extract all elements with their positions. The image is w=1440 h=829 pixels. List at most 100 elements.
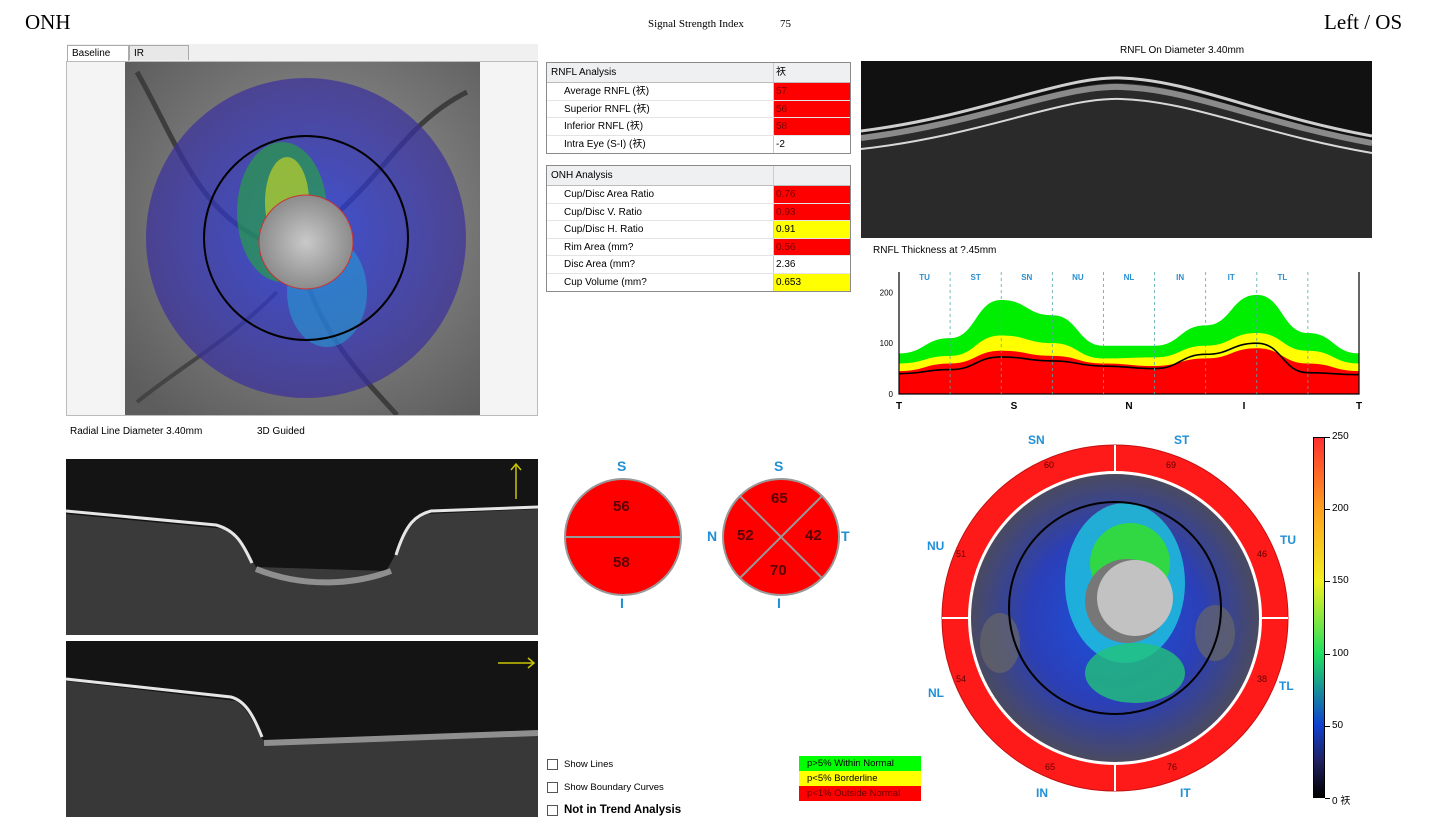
row-value: 0.56 (774, 238, 850, 255)
eye-label: Left / OS (1324, 10, 1403, 34)
table-row: Cup/Disc V. Ratio 0.93 (547, 203, 850, 221)
colorbar-tick-label: 50 (1332, 719, 1344, 731)
not-in-trend-option[interactable]: Not in Trend Analysis (547, 804, 681, 816)
sector-label: ST (971, 273, 981, 282)
clock-value-it: 76 (1167, 762, 1178, 772)
rnfl-oct-scan[interactable] (861, 61, 1372, 238)
row-value: 0.653 (774, 273, 850, 291)
tab-ir[interactable]: IR (129, 45, 189, 60)
sector-label: TL (1277, 273, 1287, 282)
x-tick-label: N (1125, 401, 1132, 412)
colorbar-tick-label: 0 祆 (1332, 796, 1351, 807)
row-value: 0.91 (774, 221, 850, 238)
clock-label-tl: TL (1279, 679, 1294, 693)
legend-outside-normal: p<1% Outside Normal (799, 786, 921, 801)
clock-label-tu: TU (1280, 533, 1296, 547)
row-value: 57 (774, 83, 850, 100)
row-value: 56 (774, 100, 850, 117)
signal-strength-label: Signal Strength Index (648, 18, 744, 30)
onh-analysis-table: ONH Analysis Cup/Disc Area Ratio 0.76 Cu… (546, 165, 851, 292)
quadrant-chart (722, 478, 840, 596)
clock-value-tu: 46 (1257, 549, 1268, 559)
row-value: 2.36 (776, 259, 796, 270)
oct-horizontal-scan[interactable] (66, 641, 538, 817)
table-row: Cup/Disc H. Ratio 0.91 (547, 221, 850, 239)
row-label: Cup/Disc V. Ratio (547, 203, 774, 220)
colorbar-tick (1325, 437, 1330, 438)
legend-within-normal: p>5% Within Normal (799, 756, 921, 771)
q2-inferior-value: 58 (613, 554, 630, 571)
q4-superior-value: 65 (771, 490, 788, 507)
clock-label-in: IN (1036, 786, 1048, 800)
table-row: Disc Area (mm? 2.36 (547, 256, 850, 274)
clock-value-tl: 38 (1257, 674, 1268, 684)
table-row: Superior RNFL (祆) 56 (547, 100, 850, 118)
y-tick-label: 200 (880, 288, 894, 297)
rnfl-table-header: RNFL Analysis (547, 63, 774, 82)
q4-temporal-value: 42 (805, 527, 822, 544)
clock-label-nl: NL (928, 686, 944, 700)
show-boundary-curves-option[interactable]: Show Boundary Curves (547, 782, 664, 793)
q4-right-label: T (841, 528, 850, 544)
row-label: Cup/Disc H. Ratio (547, 221, 774, 238)
legend-borderline: p<5% Borderline (799, 771, 921, 786)
rnfl-scan-title: RNFL On Diameter 3.40mm (1120, 45, 1245, 56)
q4-bottom-label: I (777, 595, 781, 611)
color-scale-bar (1313, 437, 1325, 798)
colorbar-tick-label: 150 (1332, 575, 1349, 587)
table-row: Intra Eye (S-I) (祆) -2 (547, 135, 850, 153)
onh-table-unit (774, 166, 850, 185)
signal-strength-value: 75 (780, 18, 791, 30)
thickness-clock-map[interactable] (940, 443, 1290, 793)
row-label: Superior RNFL (祆) (547, 100, 774, 117)
superior-inferior-chart (564, 478, 682, 596)
sector-label: IN (1176, 273, 1184, 282)
tab-baseline[interactable]: Baseline (67, 45, 129, 62)
table-row: Cup Volume (mm? 0.653 (547, 273, 850, 291)
fundus-image[interactable] (67, 62, 537, 415)
q4-top-label: S (774, 458, 784, 474)
normative-legend: p>5% Within Normal p<5% Borderline p<1% … (799, 756, 921, 801)
row-value: 0.93 (774, 203, 850, 220)
thickness-chart-title: RNFL Thickness at ?.45mm (873, 245, 997, 256)
chart-axes (898, 272, 1360, 395)
row-label: Cup Volume (mm? (547, 273, 774, 291)
show-boundary-curves-label: Show Boundary Curves (564, 782, 664, 793)
row-label: Disc Area (mm? (547, 256, 774, 273)
q2-bottom-label: I (620, 595, 624, 611)
clock-label-sn: SN (1028, 433, 1045, 447)
x-tick-label: I (1243, 401, 1246, 412)
rnfl-analysis-table: RNFL Analysis 祆 Average RNFL (祆) 57 Supe… (546, 62, 851, 154)
not-in-trend-checkbox[interactable] (547, 804, 558, 816)
row-label: Inferior RNFL (祆) (547, 118, 774, 135)
colorbar-tick (1325, 798, 1330, 799)
table-row: Rim Area (mm? 0.56 (547, 238, 850, 256)
not-in-trend-label: Not in Trend Analysis (564, 804, 682, 816)
sector-label: SN (1021, 273, 1032, 282)
rnfl-table-unit: 祆 (776, 67, 786, 78)
q4-inferior-value: 70 (770, 562, 787, 579)
clock-value-sn: 60 (1044, 460, 1055, 470)
x-tick-label: S (1011, 401, 1018, 412)
sector-label: TU (919, 273, 930, 282)
show-lines-option[interactable]: Show Lines (547, 759, 613, 770)
radial-line-label: Radial Line Diameter 3.40mm (70, 426, 203, 437)
oct-vertical-scan[interactable] (66, 459, 538, 635)
show-boundary-curves-checkbox[interactable] (547, 782, 558, 793)
colorbar-tick-label: 100 (1332, 647, 1349, 659)
clock-value-st: 69 (1166, 460, 1177, 470)
colorbar-tick-label: 250 (1332, 431, 1349, 442)
q2-top-label: S (617, 458, 627, 474)
sector-label: NL (1124, 273, 1135, 282)
clock-label-nu: NU (927, 539, 945, 553)
q4-nasal-value: 52 (737, 527, 754, 544)
row-label: Intra Eye (S-I) (祆) (547, 135, 774, 153)
row-value: 58 (774, 118, 850, 135)
show-lines-checkbox[interactable] (547, 759, 558, 770)
clock-value-in: 65 (1045, 762, 1056, 772)
onh-table-header: ONH Analysis (547, 166, 774, 185)
show-lines-label: Show Lines (564, 759, 614, 770)
clock-value-nu: 51 (956, 549, 967, 559)
colorbar-tick (1325, 653, 1330, 655)
